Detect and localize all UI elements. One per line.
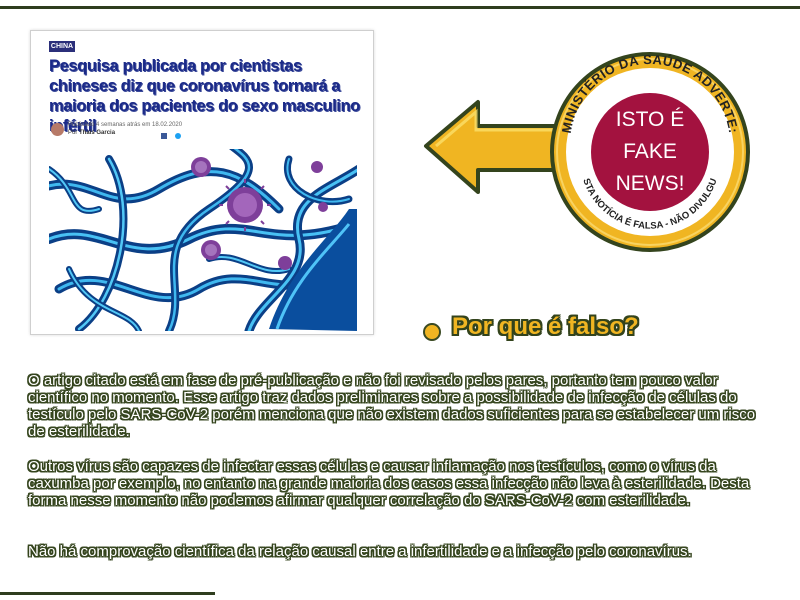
explanation-paragraph-1: O artigo citado está em fase de pré-publ…	[28, 372, 756, 440]
author-avatar	[51, 123, 64, 136]
article-by-label: Por	[68, 130, 78, 136]
article-category-badge: CHINA	[49, 41, 75, 52]
fake-news-stamp: MINISTÉRIO DA SAÚDE ADVERTE: ESTA NOTÍCI…	[537, 24, 760, 272]
bullet-icon	[423, 323, 441, 341]
stamp-line-2: FAKE	[623, 140, 677, 163]
coronavirus-cells-illustration	[49, 149, 357, 331]
facebook-icon	[161, 133, 167, 139]
article-headline: Pesquisa publicada por cientistas chines…	[49, 57, 360, 135]
explanation-paragraph-2: Outros vírus são capazes de infectar ess…	[28, 458, 750, 509]
article-author-name: Thaís Garcia	[79, 130, 116, 136]
bottom-divider	[0, 592, 215, 595]
twitter-icon	[175, 133, 182, 139]
stamp-line-3: NEWS!	[616, 172, 685, 195]
explanation-paragraph-3: Não há comprovação científica da relação…	[28, 543, 692, 560]
top-divider	[0, 6, 800, 9]
stamp-line-1: ISTO É	[616, 108, 684, 131]
article-author-line: Por Thaís Garcia	[68, 130, 115, 136]
share-icons	[161, 126, 185, 144]
section-title: Por que é falso?	[452, 313, 639, 340]
article-screenshot: CHINA Pesquisa publicada por cientistas …	[30, 30, 374, 335]
article-published-date: Publicado 4 semanas atrás em 18.02.2020	[68, 122, 183, 128]
